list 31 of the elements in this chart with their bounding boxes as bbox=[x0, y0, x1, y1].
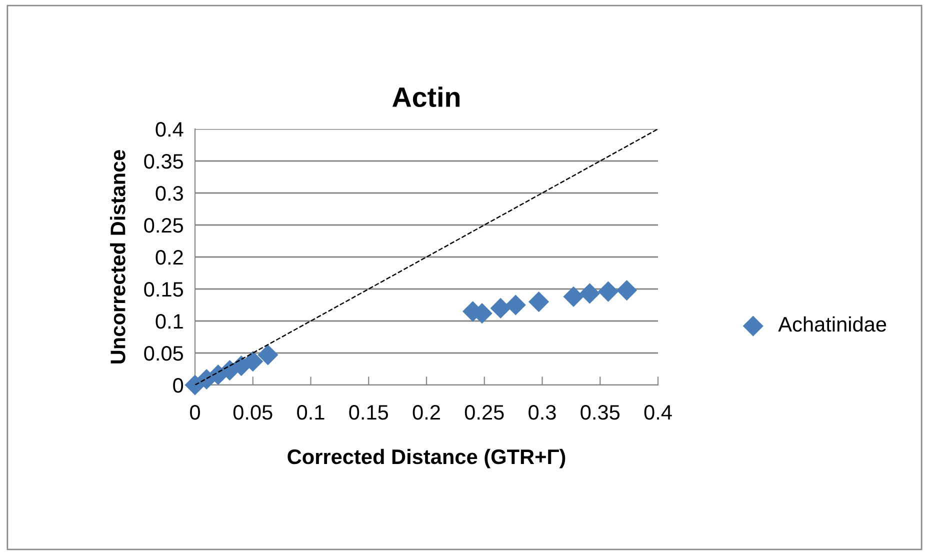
y-tick-label: 0.05 bbox=[144, 346, 184, 361]
y-tick-label: 0.4 bbox=[156, 122, 184, 137]
point bbox=[242, 351, 264, 372]
x-tick-label: 0.15 bbox=[349, 404, 388, 420]
legend-label: Achatinidae bbox=[778, 316, 886, 332]
x-tick-label: 0.25 bbox=[464, 404, 504, 420]
x-tick-label: 0.3 bbox=[528, 404, 556, 420]
y-axis-title: Uncorrected Distance bbox=[110, 150, 126, 364]
x-tick-label: 0.2 bbox=[412, 404, 440, 420]
point bbox=[258, 344, 278, 366]
y-tick-label: 0.3 bbox=[156, 186, 183, 201]
y-tick-label: 0.2 bbox=[156, 250, 183, 265]
x-tick-label: 0.1 bbox=[297, 404, 324, 420]
y-tick-label: 0.25 bbox=[144, 218, 184, 233]
point bbox=[490, 298, 511, 318]
point bbox=[505, 294, 526, 316]
point bbox=[616, 280, 638, 301]
y-tick-label: 0.35 bbox=[144, 154, 184, 169]
chart-title: Actin bbox=[392, 86, 460, 108]
x-axis-title: Corrected Distance (GTR+Γ) bbox=[288, 448, 566, 468]
x-tick-label: 0.35 bbox=[580, 404, 620, 420]
y-tick-label: 0.1 bbox=[156, 314, 183, 329]
x-tick-label: 0.4 bbox=[644, 404, 672, 420]
x-tick-label: 0 bbox=[190, 404, 200, 420]
point bbox=[563, 286, 584, 307]
y-tick-label: 0.15 bbox=[144, 282, 184, 297]
point bbox=[598, 281, 619, 302]
x-tick-label: 0.05 bbox=[233, 404, 272, 420]
point bbox=[528, 292, 550, 312]
y-tick-label: 0 bbox=[173, 378, 184, 393]
point bbox=[579, 283, 600, 304]
